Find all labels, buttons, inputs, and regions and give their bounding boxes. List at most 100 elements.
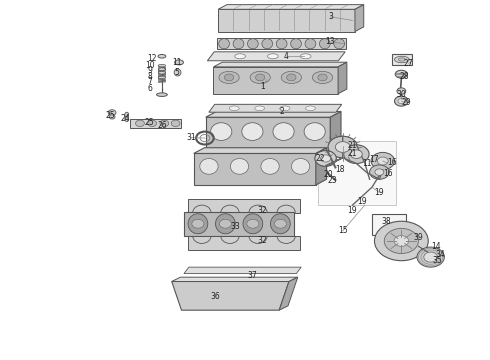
- Ellipse shape: [188, 214, 208, 234]
- Polygon shape: [338, 62, 347, 94]
- Text: 32: 32: [257, 237, 267, 246]
- Text: 9: 9: [147, 66, 152, 75]
- Ellipse shape: [243, 214, 263, 234]
- Text: 23: 23: [327, 176, 337, 185]
- Text: 34: 34: [436, 250, 445, 259]
- Circle shape: [160, 120, 169, 127]
- Circle shape: [375, 169, 384, 175]
- Circle shape: [417, 247, 444, 267]
- Text: 19: 19: [357, 197, 367, 206]
- Polygon shape: [279, 277, 298, 310]
- Ellipse shape: [273, 123, 294, 140]
- Text: 27: 27: [404, 59, 414, 68]
- Circle shape: [108, 110, 116, 116]
- Circle shape: [321, 155, 331, 162]
- Polygon shape: [218, 5, 364, 9]
- Text: 18: 18: [336, 165, 345, 174]
- Polygon shape: [209, 104, 342, 112]
- Text: 25: 25: [145, 118, 154, 127]
- Polygon shape: [214, 67, 338, 94]
- Polygon shape: [184, 267, 301, 274]
- Circle shape: [374, 221, 428, 261]
- Text: 29: 29: [401, 98, 411, 107]
- Ellipse shape: [158, 64, 166, 67]
- Text: 16: 16: [383, 169, 392, 178]
- Ellipse shape: [158, 72, 166, 74]
- Ellipse shape: [300, 54, 311, 59]
- Bar: [392, 54, 412, 64]
- Text: 12: 12: [147, 54, 157, 63]
- Text: 25: 25: [106, 111, 116, 120]
- Text: 26: 26: [157, 121, 167, 130]
- Text: 3: 3: [328, 12, 333, 21]
- Ellipse shape: [174, 60, 183, 65]
- Text: 1: 1: [260, 82, 265, 91]
- Ellipse shape: [292, 158, 310, 174]
- Ellipse shape: [291, 39, 301, 49]
- Text: 28: 28: [399, 72, 409, 81]
- Text: 10: 10: [145, 61, 154, 70]
- Circle shape: [136, 120, 145, 127]
- Text: 14: 14: [431, 242, 441, 251]
- Ellipse shape: [398, 58, 405, 61]
- Text: 24: 24: [121, 114, 130, 123]
- Circle shape: [328, 136, 357, 158]
- Circle shape: [148, 120, 157, 127]
- Ellipse shape: [262, 39, 272, 49]
- Circle shape: [377, 157, 388, 165]
- Text: 16: 16: [387, 158, 396, 167]
- Text: 37: 37: [247, 270, 257, 279]
- Circle shape: [424, 252, 438, 262]
- Circle shape: [287, 74, 296, 81]
- Ellipse shape: [242, 123, 263, 140]
- Ellipse shape: [233, 39, 244, 49]
- Ellipse shape: [270, 214, 290, 234]
- Circle shape: [394, 235, 409, 246]
- Ellipse shape: [394, 56, 409, 63]
- Text: 21: 21: [348, 149, 357, 158]
- Polygon shape: [188, 236, 300, 249]
- Ellipse shape: [306, 106, 316, 111]
- Ellipse shape: [216, 214, 235, 234]
- Text: 21: 21: [348, 141, 357, 150]
- Polygon shape: [207, 52, 345, 61]
- Ellipse shape: [235, 54, 245, 59]
- Circle shape: [350, 150, 362, 158]
- Polygon shape: [330, 112, 341, 149]
- Ellipse shape: [334, 39, 344, 49]
- Ellipse shape: [125, 112, 129, 117]
- Text: 20: 20: [323, 170, 333, 179]
- Ellipse shape: [200, 158, 218, 174]
- Circle shape: [247, 219, 259, 228]
- Circle shape: [220, 219, 231, 228]
- Polygon shape: [206, 112, 341, 117]
- Ellipse shape: [281, 71, 301, 84]
- Circle shape: [398, 99, 405, 104]
- Text: 19: 19: [374, 188, 384, 197]
- Polygon shape: [318, 140, 396, 205]
- Text: 6: 6: [147, 84, 152, 93]
- Ellipse shape: [219, 39, 229, 49]
- Polygon shape: [172, 282, 289, 310]
- Text: 32: 32: [257, 206, 267, 215]
- Polygon shape: [184, 212, 294, 236]
- Polygon shape: [172, 277, 298, 282]
- Text: 17: 17: [369, 155, 379, 164]
- Circle shape: [315, 150, 336, 166]
- Ellipse shape: [125, 117, 129, 122]
- Text: 22: 22: [316, 154, 325, 163]
- Ellipse shape: [261, 158, 279, 174]
- Circle shape: [369, 165, 389, 179]
- Ellipse shape: [250, 71, 270, 84]
- Circle shape: [274, 219, 287, 228]
- Text: 31: 31: [186, 133, 196, 142]
- Text: 4: 4: [284, 52, 289, 61]
- Ellipse shape: [247, 39, 258, 49]
- Text: 38: 38: [382, 217, 392, 226]
- Circle shape: [171, 120, 180, 127]
- Polygon shape: [214, 62, 347, 67]
- Text: 15: 15: [338, 226, 347, 235]
- Circle shape: [394, 96, 408, 106]
- Circle shape: [109, 115, 115, 119]
- Ellipse shape: [319, 39, 330, 49]
